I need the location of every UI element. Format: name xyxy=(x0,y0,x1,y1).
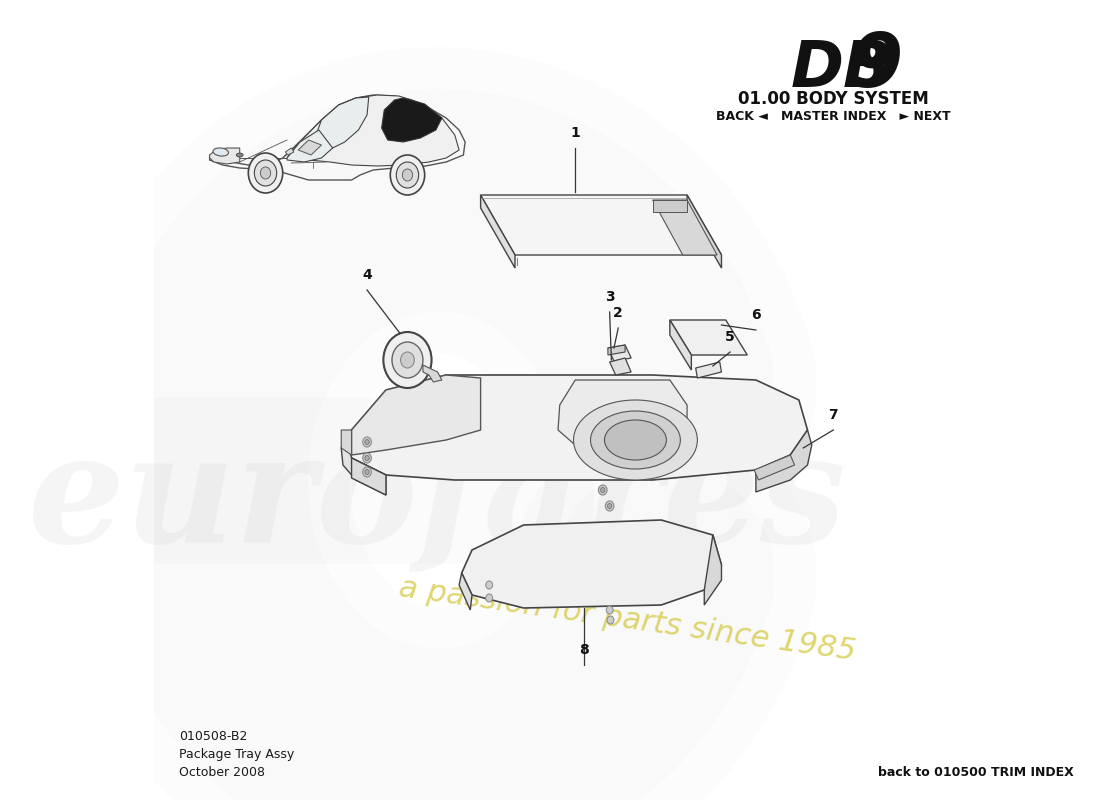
Polygon shape xyxy=(424,365,442,382)
Circle shape xyxy=(365,439,370,445)
Text: October 2008: October 2008 xyxy=(179,766,265,779)
Text: 6: 6 xyxy=(751,308,761,322)
Text: 01.00 BODY SYSTEM: 01.00 BODY SYSTEM xyxy=(738,90,928,108)
Circle shape xyxy=(363,437,372,447)
Ellipse shape xyxy=(591,411,681,469)
Ellipse shape xyxy=(605,420,667,460)
Polygon shape xyxy=(756,430,812,492)
Text: 5: 5 xyxy=(725,330,735,344)
Polygon shape xyxy=(459,573,472,610)
Circle shape xyxy=(384,332,431,388)
Circle shape xyxy=(607,503,612,509)
Text: 8: 8 xyxy=(579,643,588,657)
Circle shape xyxy=(605,501,614,511)
Polygon shape xyxy=(298,140,321,155)
Polygon shape xyxy=(608,345,631,361)
Polygon shape xyxy=(695,362,722,378)
Text: 010508-B2: 010508-B2 xyxy=(179,730,248,743)
Text: eurofares: eurofares xyxy=(29,426,847,574)
Circle shape xyxy=(363,467,372,477)
Polygon shape xyxy=(608,345,625,355)
Ellipse shape xyxy=(236,153,243,157)
Polygon shape xyxy=(688,195,722,268)
Text: 9: 9 xyxy=(850,30,903,103)
Polygon shape xyxy=(287,95,459,166)
Text: a passion for parts since 1985: a passion for parts since 1985 xyxy=(397,574,857,666)
Text: 3: 3 xyxy=(605,290,615,304)
Circle shape xyxy=(363,453,372,463)
Circle shape xyxy=(403,169,412,181)
Polygon shape xyxy=(348,375,807,480)
Polygon shape xyxy=(704,535,722,605)
Polygon shape xyxy=(285,148,294,155)
Text: back to 010500 TRIM INDEX: back to 010500 TRIM INDEX xyxy=(879,766,1075,779)
Polygon shape xyxy=(341,430,386,495)
Polygon shape xyxy=(317,97,368,148)
Polygon shape xyxy=(210,95,465,180)
Circle shape xyxy=(365,470,370,474)
Ellipse shape xyxy=(573,400,697,480)
Polygon shape xyxy=(352,375,481,455)
Polygon shape xyxy=(558,380,688,448)
Text: BACK ◄   MASTER INDEX   ► NEXT: BACK ◄ MASTER INDEX ► NEXT xyxy=(716,110,950,123)
Circle shape xyxy=(607,616,614,624)
Text: 4: 4 xyxy=(362,268,372,282)
Polygon shape xyxy=(210,148,240,164)
Circle shape xyxy=(249,153,283,193)
Polygon shape xyxy=(755,455,794,480)
Polygon shape xyxy=(341,430,352,455)
Text: 1: 1 xyxy=(571,126,580,140)
Text: 7: 7 xyxy=(828,408,838,422)
Polygon shape xyxy=(352,458,386,495)
Circle shape xyxy=(365,455,370,461)
Circle shape xyxy=(486,594,493,602)
Polygon shape xyxy=(670,320,692,370)
Text: DB: DB xyxy=(790,38,892,100)
Polygon shape xyxy=(652,200,717,255)
Circle shape xyxy=(261,167,271,179)
Polygon shape xyxy=(382,98,442,142)
Polygon shape xyxy=(670,320,747,355)
Circle shape xyxy=(400,352,415,368)
Circle shape xyxy=(486,581,493,589)
Circle shape xyxy=(390,155,425,195)
Ellipse shape xyxy=(213,148,229,156)
Polygon shape xyxy=(462,520,722,608)
Circle shape xyxy=(601,487,605,493)
Polygon shape xyxy=(609,358,631,375)
Polygon shape xyxy=(652,200,688,212)
Text: 2: 2 xyxy=(614,306,623,320)
Circle shape xyxy=(606,606,613,614)
Polygon shape xyxy=(287,130,332,162)
Circle shape xyxy=(254,160,277,186)
Circle shape xyxy=(396,162,419,188)
Text: Package Tray Assy: Package Tray Assy xyxy=(179,748,295,761)
Polygon shape xyxy=(481,195,515,268)
Circle shape xyxy=(598,485,607,495)
Polygon shape xyxy=(481,195,722,255)
Circle shape xyxy=(392,342,424,378)
